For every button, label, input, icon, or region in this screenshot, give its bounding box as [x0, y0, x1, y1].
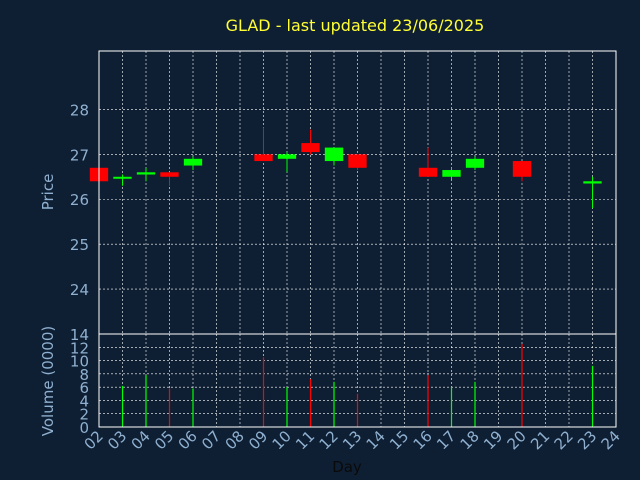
volume-tick-label: 10: [70, 353, 89, 371]
x-tick-label: 04: [128, 427, 154, 453]
x-tick-label: 22: [551, 427, 577, 453]
candle-body: [324, 147, 344, 162]
price-tick-label: 26: [70, 191, 89, 209]
x-tick-label: 03: [104, 427, 130, 453]
volume-tick-label: 14: [70, 326, 89, 344]
candle-10: [277, 152, 297, 173]
x-tick-label: 13: [339, 427, 365, 453]
x-axis-label: Day: [332, 458, 362, 476]
candle-11: [301, 129, 320, 155]
candle-body: [183, 158, 203, 166]
candle-23: [583, 176, 602, 209]
price-tick-label: 27: [70, 146, 89, 164]
x-tick-label: 15: [386, 427, 412, 453]
candle-20: [512, 161, 532, 182]
x-tick-label: 14: [363, 427, 389, 453]
x-ticks: 0203040506070809101112131415161718192021…: [81, 427, 624, 453]
x-tick-label: 08: [222, 427, 248, 453]
x-tick-label: 24: [598, 427, 624, 453]
x-tick-label: 09: [245, 427, 271, 453]
candle-16: [418, 147, 438, 177]
price-tick-label: 28: [70, 101, 89, 119]
candle-04: [136, 167, 156, 182]
x-tick-label: 23: [574, 427, 600, 453]
candle-body: [583, 181, 602, 184]
candle-body: [277, 154, 297, 159]
x-tick-label: 11: [292, 427, 318, 453]
volume-tick-label: 0: [79, 419, 89, 437]
price-axis-label: Price: [39, 174, 57, 211]
candle-17: [442, 167, 461, 180]
x-tick-label: 16: [410, 427, 436, 453]
candle-body: [301, 143, 320, 153]
volume-tick-label: 6: [79, 379, 89, 397]
price-grid: [98, 51, 617, 334]
candle-13: [348, 154, 367, 171]
volume-tick-label: 2: [79, 406, 89, 424]
candle-body: [348, 154, 367, 168]
candle-18: [465, 156, 485, 171]
x-tick-label: 20: [504, 427, 530, 453]
candle-body: [512, 161, 532, 177]
candle-body: [254, 154, 273, 162]
price-tick-label: 25: [70, 236, 89, 254]
candle-body: [465, 158, 485, 168]
candle-05: [160, 172, 179, 186]
volume-axis-label: Volume (0000): [39, 326, 57, 436]
candle-body: [418, 167, 438, 177]
x-tick-label: 10: [269, 427, 295, 453]
volume-bars: [121, 343, 594, 427]
volume-tick-label: 8: [79, 366, 89, 384]
candle-06: [183, 156, 203, 171]
volume-panel-frame: [98, 333, 617, 428]
volume-tick-label: 4: [79, 392, 89, 410]
candle-12: [324, 147, 344, 166]
price-tick-label: 24: [70, 281, 89, 299]
x-tick-label: 05: [151, 427, 177, 453]
x-tick-label: 21: [527, 427, 553, 453]
candle-09: [254, 127, 273, 162]
volume-tick-label: 12: [70, 339, 89, 357]
x-tick-label: 19: [480, 427, 506, 453]
x-tick-label: 18: [457, 427, 483, 453]
candle-body: [113, 176, 132, 179]
candle-body: [160, 172, 179, 177]
x-tick-label: 06: [175, 427, 201, 453]
x-tick-label: 12: [316, 427, 342, 453]
candle-03: [113, 174, 132, 186]
x-tick-label: 17: [433, 427, 459, 453]
candle-body: [442, 170, 461, 177]
price-y-ticks: 24 25 26 27 28: [70, 101, 89, 299]
candles: [89, 127, 602, 209]
x-tick-label: 07: [198, 427, 224, 453]
candle-body: [136, 172, 156, 175]
chart-title: GLAD - last updated 23/06/2025: [226, 16, 485, 35]
